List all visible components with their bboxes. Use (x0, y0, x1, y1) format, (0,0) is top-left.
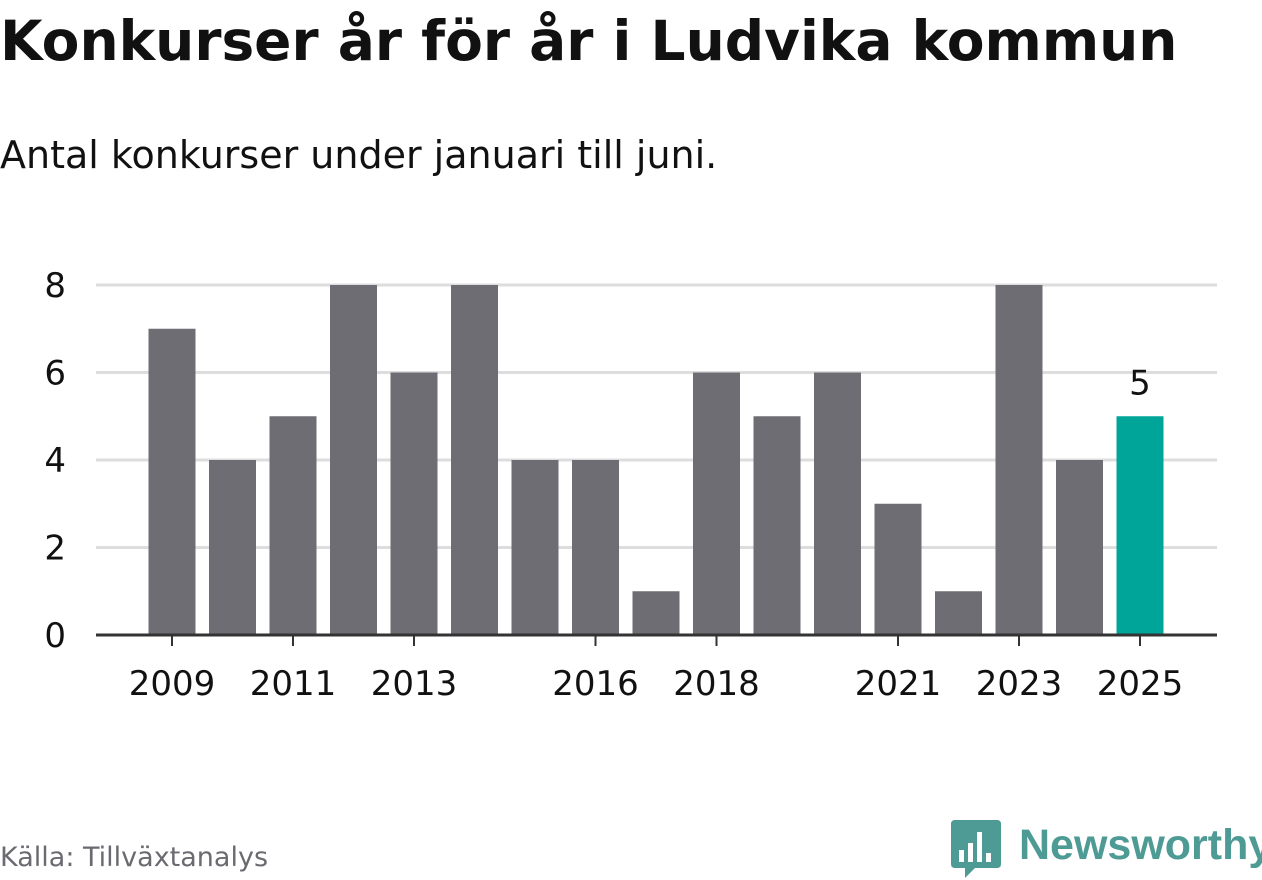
y-tick-label-2: 2 (44, 529, 66, 569)
bar-2015 (511, 460, 559, 635)
y-tick-label-8: 8 (44, 266, 66, 306)
y-tick-label-0: 0 (44, 616, 66, 656)
newsworthy-logo-icon (951, 820, 1001, 878)
y-tick-label-4: 4 (44, 441, 66, 481)
bar-2010 (209, 460, 256, 635)
bar-2024 (1056, 460, 1103, 635)
bar-2009 (148, 328, 196, 635)
bar-2023 (995, 285, 1043, 635)
bar-2019 (753, 416, 801, 635)
bar-2014 (451, 285, 498, 635)
bar-2012 (330, 285, 377, 635)
x-tick-label-2013: 2013 (371, 664, 458, 704)
x-tick-label-2021: 2021 (855, 664, 942, 704)
x-tick-label-2011: 2011 (250, 664, 337, 704)
bar-2020 (814, 372, 861, 635)
bar-2018 (693, 372, 740, 635)
y-tick-label-6: 6 (44, 354, 66, 394)
x-tick-label-2023: 2023 (976, 664, 1063, 704)
axes (96, 633, 1217, 646)
x-tick-label-2009: 2009 (129, 664, 216, 704)
chart-subtitle: Antal konkurser under januari till juni. (0, 133, 718, 177)
data-label-2025: 5 (1129, 363, 1151, 403)
bar-2013 (390, 372, 438, 635)
bar-2016 (572, 460, 619, 635)
x-tick-label-2025: 2025 (1097, 664, 1184, 704)
bar-2025 (1116, 416, 1164, 635)
bar-2022 (935, 591, 982, 635)
bar-2021 (874, 503, 922, 635)
source-note: Källa: Tillväxtanalys (0, 842, 269, 873)
chart-title: Konkurser år för år i Ludvika kommun (0, 9, 1178, 73)
grid-lines (96, 283, 1217, 549)
bars (148, 285, 1164, 635)
x-tick-label-2018: 2018 (673, 664, 760, 704)
labels: 0 2 4 6 8 5 2009 2011 2013 2016 2018 2021 2023 2025 (44, 266, 1183, 704)
brand-name: Newsworthy (1019, 821, 1262, 869)
brand-logo: Newsworthy (951, 820, 1262, 880)
bar-2017 (632, 591, 680, 635)
bar-2011 (269, 416, 317, 635)
x-tick-label-2016: 2016 (552, 664, 639, 704)
